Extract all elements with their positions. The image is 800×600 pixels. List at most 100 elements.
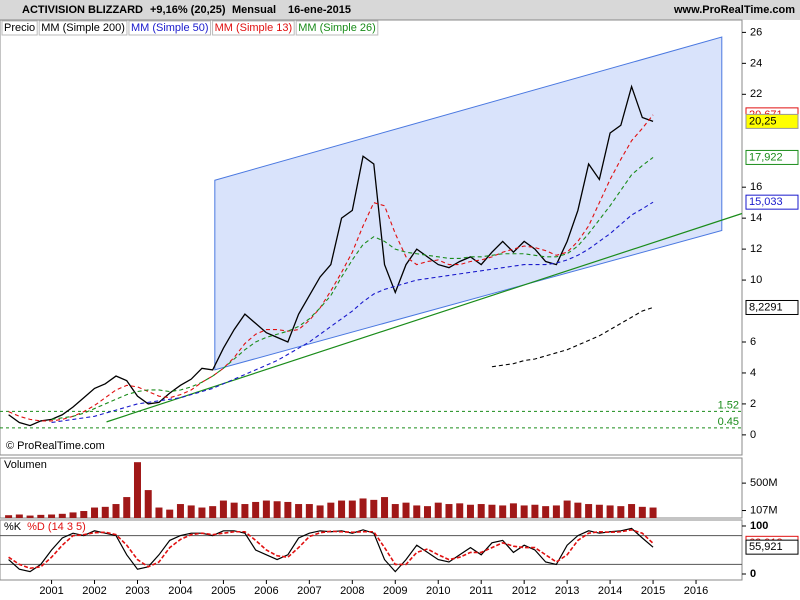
volume-bar — [574, 502, 582, 518]
volume-bar — [219, 500, 227, 518]
volume-bar — [370, 499, 378, 518]
volume-bar — [5, 515, 13, 518]
volume-bar — [198, 507, 206, 518]
volume-bar — [585, 504, 593, 518]
volume-bar — [273, 501, 281, 518]
series-line — [51, 201, 654, 424]
y-tick-label: 0 — [750, 429, 756, 441]
x-tick-label: 2013 — [555, 585, 579, 597]
y-tick-label: 6 — [750, 336, 756, 348]
x-tick-label: 2012 — [512, 585, 536, 597]
volume-bar — [316, 505, 324, 518]
volume-bar — [499, 505, 507, 518]
legend-entry: Precio — [4, 22, 35, 34]
volume-bar — [456, 503, 464, 518]
volume-bar — [80, 511, 88, 518]
volume-bar — [402, 502, 410, 518]
price-label: 15,033 — [749, 196, 783, 208]
series-line — [8, 114, 654, 422]
volume-bar — [338, 500, 346, 518]
period: Mensual — [232, 4, 276, 16]
volume-bar — [617, 506, 625, 518]
volume-bar — [595, 504, 603, 518]
legend-box — [212, 20, 295, 36]
price-label: 20,25 — [749, 115, 777, 127]
y-tick-label: 26 — [750, 26, 762, 38]
x-tick-label: 2010 — [426, 585, 450, 597]
y-tick-label: 16 — [750, 181, 762, 193]
price-label-box — [745, 113, 799, 129]
volume-bar — [520, 505, 528, 518]
y-tick-label: 2 — [750, 398, 756, 410]
volume-bar — [176, 504, 184, 518]
volume-bar — [262, 500, 270, 518]
legend-box — [38, 20, 128, 36]
series-line — [51, 156, 654, 420]
volume-bar — [209, 506, 217, 518]
volume-bar — [466, 504, 474, 518]
volume-bar — [123, 497, 131, 518]
volume-bar — [166, 509, 174, 518]
volume-bar — [477, 504, 485, 518]
x-tick-label: 2016 — [684, 585, 708, 597]
volume-bar — [434, 502, 442, 518]
price-label: 17,922 — [749, 151, 783, 163]
volume-bar — [295, 504, 303, 518]
legend-entry: %K — [4, 521, 22, 533]
value-label: 55,921 — [749, 541, 783, 553]
volume-bar — [15, 514, 23, 518]
x-tick-label: 2005 — [211, 585, 235, 597]
volume-bar — [112, 504, 120, 518]
legend-box — [1, 20, 38, 36]
y-tick-label: 10 — [750, 274, 762, 286]
volume-bar — [101, 506, 109, 518]
volume-bar — [348, 500, 356, 518]
y-tick-label: 24 — [750, 57, 762, 69]
volume-bar — [606, 505, 614, 518]
volume-bar — [26, 515, 34, 518]
volume-bar — [638, 506, 646, 518]
panel-frame — [0, 519, 743, 581]
volume-bar — [531, 504, 539, 518]
volume-bar — [252, 501, 260, 518]
panel-frame — [0, 19, 743, 456]
volume-bar — [359, 498, 367, 518]
volume-bar — [155, 507, 163, 518]
x-tick-label: 2014 — [598, 585, 622, 597]
x-tick-label: 2007 — [297, 585, 321, 597]
volume-bar — [230, 502, 238, 518]
x-tick-label: 2015 — [641, 585, 665, 597]
legend-box — [295, 20, 379, 36]
y-tick-label: 0 — [750, 568, 756, 580]
y-tick-label: 500M — [750, 477, 778, 489]
channel — [214, 36, 723, 371]
y-tick-label: 4 — [750, 367, 756, 379]
x-tick-label: 2004 — [168, 585, 192, 597]
y-tick-label: 14 — [750, 212, 762, 224]
change: +9,16% (20,25) — [150, 4, 226, 16]
volume-bar — [187, 505, 195, 518]
volume-bar — [563, 500, 571, 518]
chart-title: ACTIVISION BLIZZARD — [22, 4, 143, 16]
series-line — [491, 306, 654, 368]
price-label-box — [745, 299, 799, 315]
volume-bar — [628, 504, 636, 518]
volume-bar — [327, 502, 335, 518]
volume-bar — [413, 505, 421, 518]
volume-bar — [37, 514, 45, 518]
y-tick-label: 22 — [750, 88, 762, 100]
date: 16-ene-2015 — [288, 4, 351, 16]
x-tick-label: 2001 — [39, 585, 63, 597]
volume-bar — [133, 462, 141, 518]
volume-bar — [509, 503, 517, 518]
x-tick-label: 2011 — [469, 585, 493, 597]
volume-bar — [552, 505, 560, 518]
price-label-box — [745, 149, 799, 165]
y-tick-label: 100 — [750, 520, 768, 532]
x-tick-label: 2003 — [125, 585, 149, 597]
y-tick-label: 107M — [750, 504, 778, 516]
x-tick-label: 2006 — [254, 585, 278, 597]
legend-entry: MM (Simple 200) — [41, 22, 125, 34]
price-label-box — [745, 194, 799, 210]
